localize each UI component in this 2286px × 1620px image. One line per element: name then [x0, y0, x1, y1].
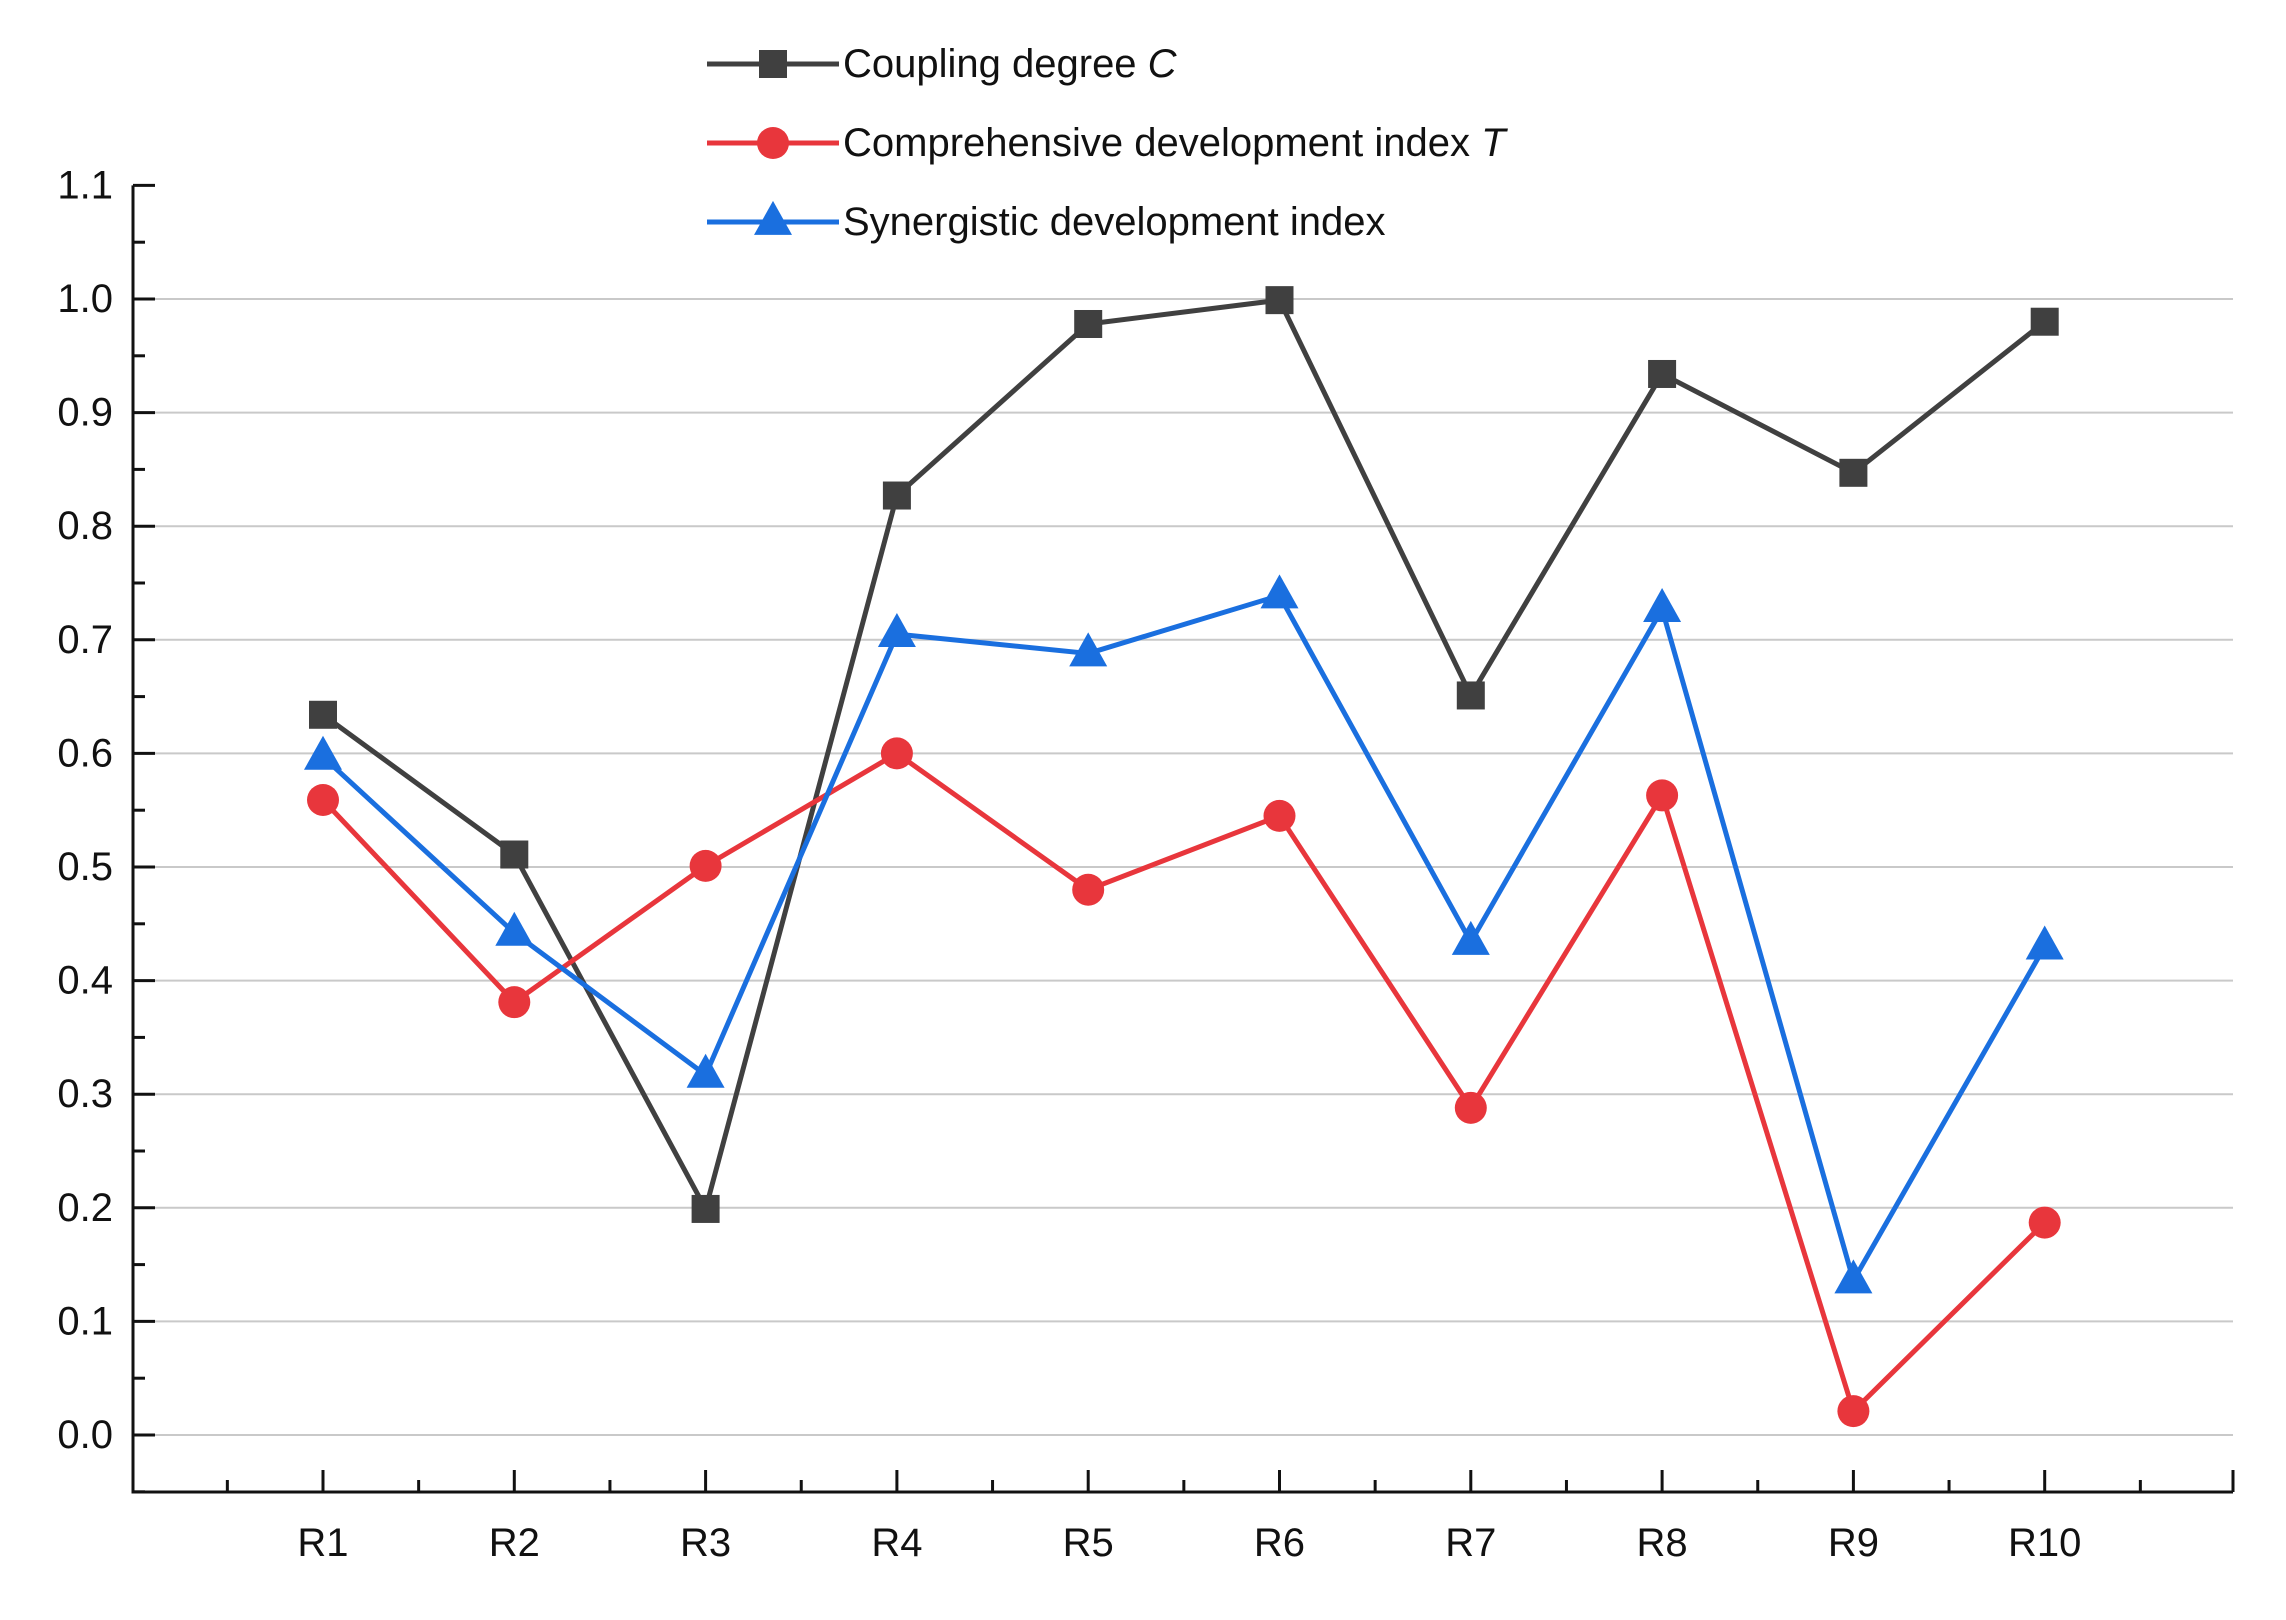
x-tick-label: R8 — [1637, 1521, 1688, 1565]
data-point-circle-R6 — [1263, 799, 1296, 832]
legend-label-text: Synergistic development index — [843, 200, 1386, 244]
legend-marker-circle — [757, 127, 789, 159]
data-point-triangle-R5 — [1069, 632, 1108, 667]
data-point-circle-R7 — [1454, 1091, 1487, 1124]
y-tick-label: 1.0 — [57, 277, 113, 321]
data-point-triangle-R2 — [495, 911, 534, 946]
legend-marker-square — [759, 50, 787, 78]
data-point-square-R9 — [1839, 458, 1868, 487]
x-tick-label: R6 — [1254, 1521, 1305, 1565]
data-point-square-R1 — [309, 700, 337, 729]
data-point-triangle-R10 — [2025, 925, 2064, 960]
data-point-circle-R3 — [689, 849, 722, 882]
series-square-line-group — [321, 297, 2047, 1212]
data-point-circle-R5 — [1072, 873, 1105, 906]
x-tick-label: R5 — [1063, 1521, 1114, 1565]
data-point-circle-R10 — [2028, 1206, 2061, 1239]
data-point-square-R8 — [1648, 359, 1677, 388]
y-tick-label: 0.8 — [57, 504, 113, 548]
legend-label-text: Comprehensive development index — [843, 121, 1481, 165]
x-tick-label: R2 — [489, 1521, 540, 1565]
legend-item-1: Coupling degree C — [707, 42, 1178, 86]
legend-item-3: Synergistic development index — [707, 200, 1386, 244]
x-tick-label: R4 — [871, 1521, 922, 1565]
series-square-markers — [309, 286, 2059, 1223]
y-tick-label: 0.1 — [57, 1299, 113, 1343]
data-point-triangle-R1 — [304, 735, 342, 770]
y-tick-label: 0.2 — [57, 1186, 113, 1230]
data-point-circle-R4 — [880, 737, 913, 770]
axes: 0.0 0.1 0.2 0.3 0.4 0.5 0.6 0.7 0.8 0.9 1.0 1.1 R1 R2… — [57, 163, 2235, 1565]
x-tick-label: R7 — [1445, 1521, 1496, 1565]
y-tick-label: 1.1 — [57, 163, 113, 207]
series-triangle-line-group — [321, 592, 2047, 1284]
series-triangle-markers — [304, 574, 2064, 1294]
gridlines — [133, 298, 2233, 1436]
legend-label-2: Comprehensive development index T — [843, 121, 1508, 165]
y-tick-label: 0.6 — [57, 731, 113, 775]
data-point-circle-R9 — [1837, 1395, 1870, 1428]
legend-item-2: Comprehensive development index T — [707, 121, 1508, 165]
data-point-square-R5 — [1074, 309, 1103, 338]
legend-label-3: Synergistic development index — [843, 200, 1386, 244]
x-tick-label: R10 — [2008, 1521, 2081, 1565]
series-line-3 — [321, 592, 2047, 1284]
series-layer — [304, 286, 2064, 1428]
y-tick-label: 0.9 — [57, 391, 113, 435]
y-tick-label: 0.4 — [57, 959, 113, 1003]
data-point-circle-R2 — [498, 986, 531, 1019]
legend-label-text: Coupling degree — [843, 42, 1148, 86]
data-point-square-R10 — [2030, 307, 2059, 336]
legend-label-variable: C — [1148, 42, 1178, 86]
data-point-triangle-R8 — [1643, 588, 1682, 623]
series-circle-markers — [307, 737, 2061, 1428]
x-tick-label: R9 — [1828, 1521, 1879, 1565]
legend-label-1: Coupling degree C — [843, 42, 1178, 86]
data-point-square-R6 — [1265, 286, 1294, 315]
data-point-square-R4 — [882, 481, 911, 510]
legend-label-variable: T — [1481, 121, 1508, 165]
data-point-square-R7 — [1456, 681, 1485, 710]
data-point-triangle-R9 — [1834, 1259, 1873, 1294]
x-tick-label: R3 — [680, 1521, 731, 1565]
y-tick-label: 0.7 — [57, 618, 113, 662]
data-point-triangle-R3 — [686, 1053, 725, 1088]
data-point-triangle-R6 — [1260, 574, 1299, 609]
series-circle-line-group — [321, 750, 2047, 1414]
data-point-triangle-R4 — [877, 613, 916, 648]
series-line-2 — [321, 750, 2047, 1414]
data-point-square-R3 — [691, 1194, 720, 1223]
data-point-triangle-R7 — [1451, 920, 1490, 955]
legend-marker-triangle — [754, 200, 792, 235]
data-point-square-R2 — [500, 840, 529, 869]
y-tick-label: 0.5 — [57, 845, 113, 889]
series-line-1 — [321, 297, 2047, 1212]
legend: Coupling degree C Comprehensive developme… — [707, 42, 1508, 244]
data-point-circle-R1 — [307, 783, 339, 816]
y-tick-label: 0.3 — [57, 1072, 113, 1116]
data-point-circle-R8 — [1646, 779, 1679, 812]
x-tick-label: R1 — [297, 1521, 348, 1565]
y-tick-label: 0.0 — [57, 1413, 113, 1457]
